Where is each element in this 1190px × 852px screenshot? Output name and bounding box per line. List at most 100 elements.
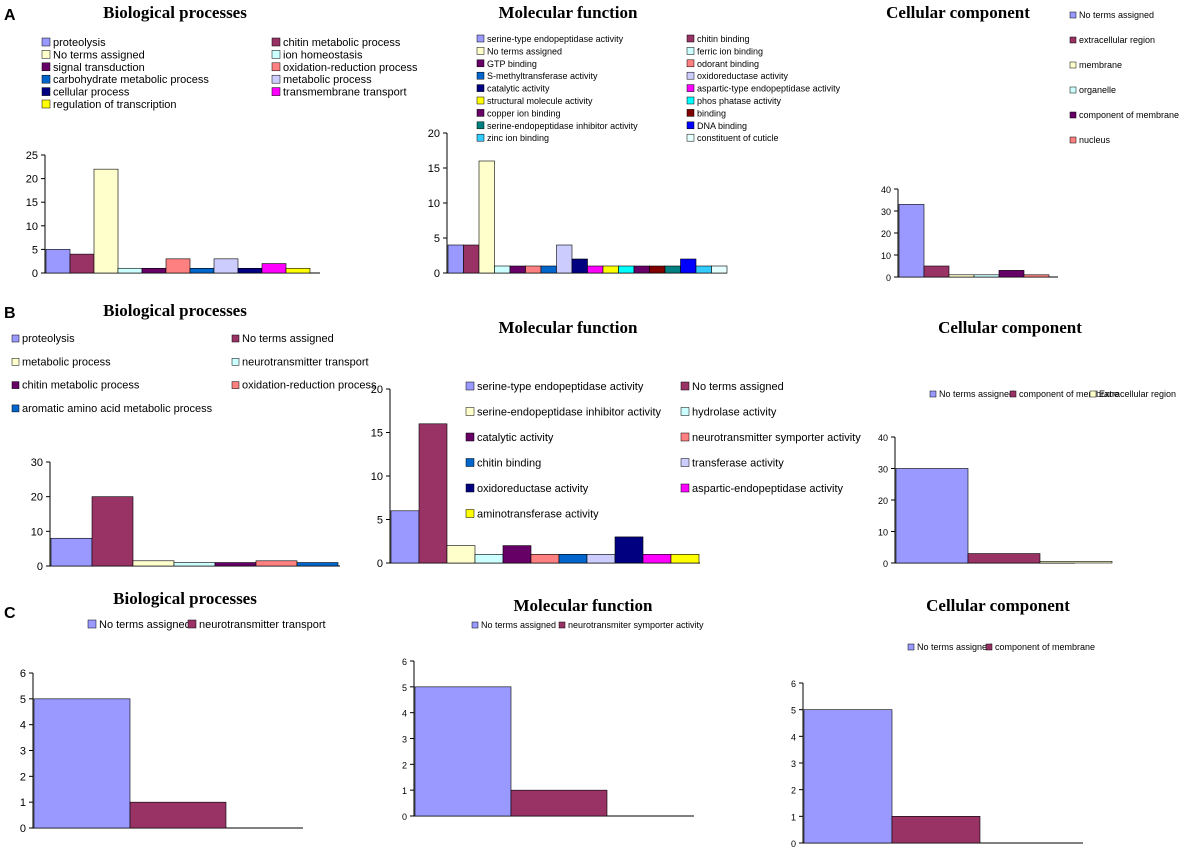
legend-label: hydrolase activity: [692, 407, 777, 419]
legend: serine-type endopeptidase activity chitin…: [476, 34, 841, 143]
legend-swatch: [476, 71, 485, 80]
legend-swatch: [271, 62, 281, 72]
y-tick-label: 10: [878, 528, 888, 538]
legend-swatch: [465, 509, 475, 518]
legend-swatch: [686, 59, 695, 68]
legend-swatch: [271, 87, 281, 96]
panel-label-a: A: [4, 7, 16, 24]
bar: [50, 537, 93, 567]
legend-swatch: [11, 334, 20, 343]
legend-label: neurotransmitter transport: [242, 356, 369, 368]
legend-swatch: [686, 84, 695, 92]
y-tick-label: 0: [402, 812, 407, 822]
chart-title: Biological processes: [103, 3, 247, 22]
legend-swatch: [41, 99, 51, 109]
legend: serine-type endopeptidase activity No ter…: [465, 381, 861, 521]
legend: proteolysis chitin metabolic process No te…: [41, 37, 418, 111]
bar: [213, 258, 239, 274]
legend-label: serine-endopeptidase inhibitor activity: [487, 121, 638, 131]
legend-swatch: [11, 381, 20, 389]
bar: [261, 263, 287, 274]
chart-a-cc: Cellular component No terms assigned extra…: [881, 3, 1179, 283]
bar: [474, 553, 504, 564]
legend-swatch: [476, 109, 485, 117]
bar: [923, 265, 950, 278]
legend-swatch: [1069, 136, 1077, 144]
bar: [967, 553, 1041, 564]
legend-swatch: [11, 404, 20, 413]
legend-swatch: [476, 133, 485, 142]
bar: [587, 265, 604, 274]
legend-swatch: [476, 59, 485, 68]
y-tick-label: 10: [26, 221, 38, 233]
bar: [525, 265, 542, 274]
bar: [998, 270, 1025, 278]
bar: [69, 253, 95, 274]
y-tick-label: 10: [881, 251, 891, 261]
legend-label: binding: [697, 108, 726, 118]
y-tick-label: 30: [881, 207, 891, 217]
legend-swatch: [11, 358, 20, 366]
legend-swatch: [476, 121, 485, 130]
y-tick-label: 0: [37, 561, 43, 573]
legend-swatch: [985, 643, 993, 651]
bar: [173, 562, 216, 567]
y-tick-label: 0: [32, 268, 38, 280]
legend-swatch: [686, 34, 695, 43]
legend-label: metabolic process: [283, 74, 372, 86]
legend-label: chitin metabolic process: [22, 380, 140, 392]
legend-label: No terms assigned: [487, 46, 562, 56]
legend-label: GTP binding: [487, 59, 537, 69]
bar: [390, 510, 420, 564]
legend-swatch: [558, 621, 566, 629]
legend-label: No terms assigned: [1079, 10, 1154, 20]
bar: [649, 265, 666, 274]
y-tick-label: 20: [428, 128, 440, 140]
y-tick-label: 20: [878, 496, 888, 506]
legend-swatch: [686, 121, 695, 130]
y-tick-label: 5: [32, 244, 38, 256]
legend-label: neurotransmitter symporter activity: [692, 432, 861, 444]
legend-swatch: [41, 37, 51, 47]
bar: [898, 204, 925, 278]
bar: [502, 545, 532, 564]
legend-swatch: [271, 37, 281, 47]
chart-title: Molecular function: [514, 596, 654, 615]
legend-swatch: [1069, 36, 1077, 44]
legend-swatch: [1089, 390, 1097, 398]
y-tick-label: 40: [881, 185, 891, 195]
bar: [285, 267, 311, 274]
chart-c-bp: Biological processes No terms assigned neu…: [20, 589, 326, 835]
y-tick-label: 40: [878, 433, 888, 443]
legend-label: organelle: [1079, 85, 1116, 95]
y-tick-label: 5: [402, 683, 407, 693]
legend-swatch: [1069, 11, 1077, 19]
bar: [803, 709, 893, 844]
bar: [680, 258, 697, 274]
y-tick-label: 4: [402, 709, 407, 719]
legend-label: catalytic activity: [477, 432, 554, 444]
legend-swatch: [87, 619, 97, 629]
legend-swatch: [41, 74, 51, 84]
legend-swatch: [271, 74, 281, 84]
legend-label: No terms assigned: [481, 620, 556, 630]
y-tick-label: 6: [791, 679, 796, 689]
legend: No terms assigned neurotransmiter symport…: [471, 620, 704, 630]
legend-swatch: [1069, 86, 1077, 94]
y-tick-label: 15: [428, 163, 440, 175]
bar: [642, 553, 672, 564]
legend-label: No terms assigned: [692, 381, 784, 393]
y-tick-label: 20: [371, 384, 383, 396]
legend-label: phos phatase activity: [697, 96, 782, 106]
legend-label: cellular process: [53, 87, 130, 99]
y-tick-label: 3: [402, 735, 407, 745]
legend-swatch: [465, 407, 475, 416]
legend-swatch: [929, 390, 937, 398]
bar: [494, 265, 511, 274]
legend-label: DNA binding: [697, 121, 747, 131]
y-tick-label: 2: [791, 786, 796, 796]
bar: [214, 562, 257, 567]
y-tick-label: 20: [31, 492, 43, 504]
legend-swatch: [686, 133, 695, 142]
